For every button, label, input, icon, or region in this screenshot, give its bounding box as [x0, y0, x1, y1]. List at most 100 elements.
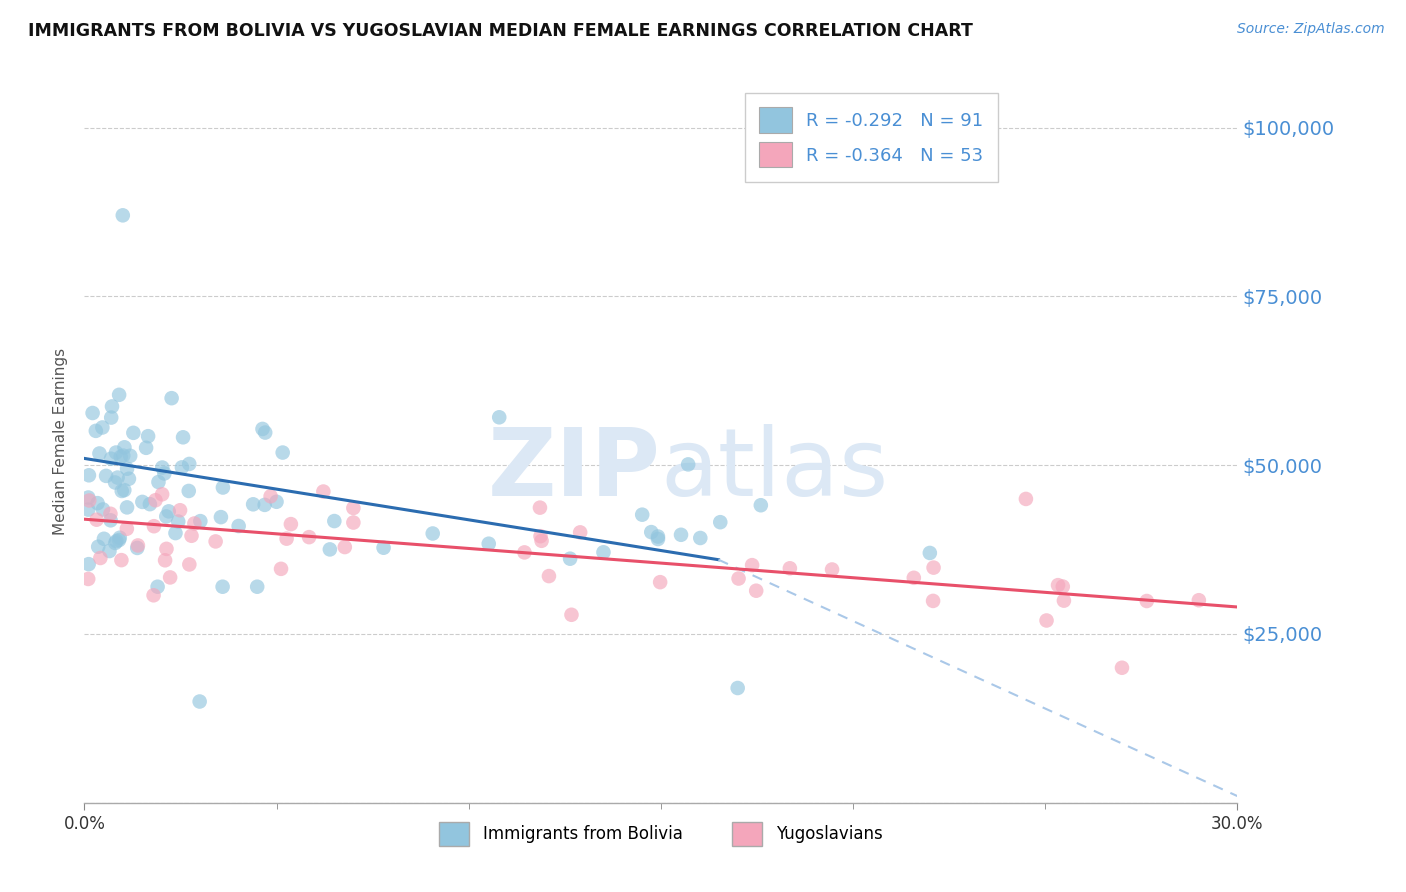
Point	[228, 519, 250, 533]
Point	[127, 538, 149, 552]
Point	[188, 694, 211, 708]
Point	[110, 450, 132, 464]
Point	[105, 534, 128, 549]
Point	[246, 580, 269, 594]
Point	[342, 516, 364, 530]
Point	[270, 562, 292, 576]
Point	[101, 400, 124, 414]
Point	[91, 420, 114, 434]
Point	[94, 468, 117, 483]
Point	[77, 468, 100, 483]
Point	[319, 542, 342, 557]
Point	[333, 540, 356, 554]
Text: Source: ZipAtlas.com: Source: ZipAtlas.com	[1237, 22, 1385, 37]
Point	[142, 519, 165, 533]
Point	[323, 514, 346, 528]
Legend: Immigrants from Bolivia, Yugoslavians: Immigrants from Bolivia, Yugoslavians	[433, 815, 889, 852]
Point	[1111, 661, 1133, 675]
Point	[727, 681, 749, 695]
Point	[647, 532, 669, 546]
Point	[100, 451, 122, 466]
Point	[131, 495, 153, 509]
Point	[266, 495, 288, 509]
Point	[276, 532, 298, 546]
Point	[172, 430, 194, 444]
Point	[82, 406, 104, 420]
Text: IMMIGRANTS FROM BOLIVIA VS YUGOSLAVIAN MEDIAN FEMALE EARNINGS CORRELATION CHART: IMMIGRANTS FROM BOLIVIA VS YUGOSLAVIAN M…	[28, 22, 973, 40]
Y-axis label: Median Female Earnings: Median Female Earnings	[52, 348, 67, 535]
Point	[84, 424, 107, 438]
Point	[170, 460, 193, 475]
Point	[118, 472, 141, 486]
Point	[280, 517, 302, 532]
Point	[1035, 614, 1057, 628]
Point	[422, 526, 444, 541]
Point	[77, 502, 100, 516]
Point	[112, 483, 135, 497]
Point	[650, 575, 672, 590]
Point	[179, 457, 201, 471]
Point	[157, 504, 180, 518]
Point	[745, 583, 768, 598]
Point	[93, 532, 115, 546]
Point	[676, 458, 699, 472]
Point	[592, 545, 614, 559]
Point	[169, 503, 191, 517]
Point	[89, 551, 111, 566]
Point	[1136, 594, 1159, 608]
Point	[1188, 593, 1211, 607]
Text: ZIP: ZIP	[488, 425, 661, 516]
Point	[139, 497, 162, 511]
Point	[204, 534, 226, 549]
Point	[142, 588, 165, 602]
Point	[647, 529, 669, 543]
Point	[252, 422, 274, 436]
Point	[253, 498, 276, 512]
Point	[903, 571, 925, 585]
Point	[212, 481, 235, 495]
Point	[148, 475, 170, 489]
Point	[569, 525, 592, 540]
Point	[179, 558, 201, 572]
Point	[821, 562, 844, 576]
Point	[180, 529, 202, 543]
Point	[631, 508, 654, 522]
Point	[298, 530, 321, 544]
Point	[529, 500, 551, 515]
Point	[188, 514, 211, 528]
Point	[918, 546, 941, 560]
Point	[167, 515, 190, 529]
Point	[183, 516, 205, 531]
Point	[242, 497, 264, 511]
Point	[145, 493, 167, 508]
Point	[108, 531, 131, 545]
Point	[77, 557, 100, 571]
Point	[111, 208, 134, 222]
Point	[669, 528, 692, 542]
Point	[104, 475, 127, 490]
Point	[115, 461, 138, 475]
Point	[922, 594, 945, 608]
Point	[1047, 578, 1070, 592]
Point	[488, 410, 510, 425]
Point	[86, 513, 108, 527]
Point	[150, 487, 173, 501]
Point	[165, 526, 187, 541]
Point	[107, 470, 129, 484]
Point	[114, 440, 136, 454]
Point	[689, 531, 711, 545]
Point	[91, 502, 114, 516]
Point	[108, 533, 131, 547]
Point	[100, 507, 122, 521]
Point	[558, 551, 581, 566]
Point	[115, 500, 138, 515]
Point	[111, 483, 134, 498]
Point	[135, 441, 157, 455]
Point	[209, 510, 232, 524]
Point	[150, 460, 173, 475]
Point	[640, 525, 662, 540]
Point	[709, 515, 731, 529]
Point	[122, 425, 145, 440]
Point	[513, 545, 536, 559]
Point	[922, 560, 945, 574]
